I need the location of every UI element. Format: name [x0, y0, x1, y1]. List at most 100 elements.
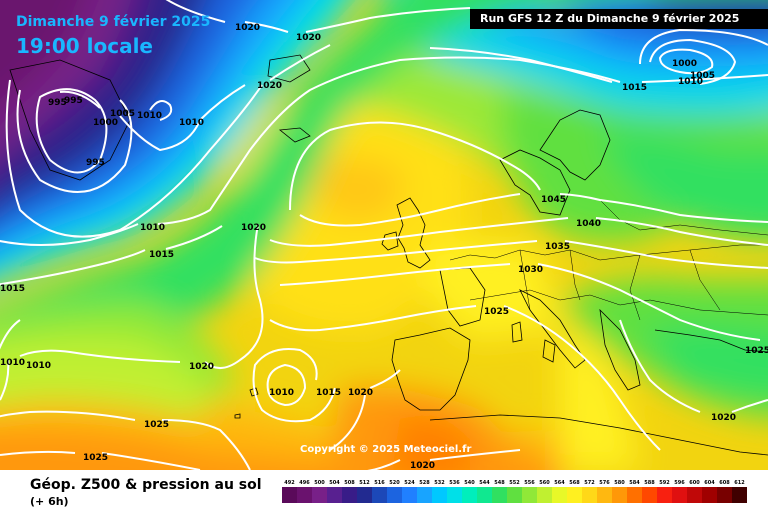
scale-swatch — [612, 487, 627, 503]
scale-swatch — [432, 487, 447, 503]
scale-swatch — [342, 487, 357, 503]
isobar-label: 1015 — [149, 250, 174, 260]
isobar-label: 1020 — [189, 362, 214, 372]
isobar-label: 1010 — [26, 361, 51, 371]
scale-swatch — [552, 487, 567, 503]
scale-swatch — [492, 487, 507, 503]
isobar-label: 1025 — [83, 453, 108, 463]
isobar-label: 995 — [86, 158, 105, 168]
geopotential-color-scale: 492 496 500 504 508 512 516 520 524 528 532 536 540 5… — [282, 480, 747, 503]
scale-label: 492 — [284, 480, 295, 486]
scale-swatch — [462, 487, 477, 503]
isobar-label: 995 — [64, 96, 83, 106]
isobar-label: 1025 — [484, 307, 509, 317]
scale-label: 572 — [584, 480, 595, 486]
scale-swatch — [327, 487, 342, 503]
scale-label: 584 — [629, 480, 640, 486]
scale-label: 544 — [479, 480, 490, 486]
scale-label: 592 — [659, 480, 670, 486]
isobar-label: 1040 — [576, 219, 601, 229]
forecast-date-title: Dimanche 9 février 2025 — [16, 14, 211, 30]
scale-label: 504 — [329, 480, 340, 486]
scale-swatch — [312, 487, 327, 503]
scale-swatches — [282, 487, 747, 503]
isobar-label: 1045 — [541, 195, 566, 205]
isobar-label: 1020 — [296, 33, 321, 43]
scale-swatch — [507, 487, 522, 503]
scale-label: 556 — [524, 480, 535, 486]
isobar-label: 1010 — [269, 388, 294, 398]
scale-swatch — [387, 487, 402, 503]
isobar-label: 1020 — [241, 223, 266, 233]
scale-label: 552 — [509, 480, 520, 486]
scale-label: 532 — [434, 480, 445, 486]
legend-title: Géop. Z500 & pression au sol — [30, 477, 262, 493]
isobar-label: 1015 — [0, 284, 25, 294]
scale-label: 524 — [404, 480, 415, 486]
country-borders — [449, 199, 768, 321]
isobar-label: 1020 — [711, 413, 736, 423]
isobar-label: 1005 — [110, 109, 135, 119]
isobar-label: 995 — [48, 98, 67, 108]
isobar-label: 1020 — [410, 461, 435, 470]
scale-swatch — [297, 487, 312, 503]
scale-swatch — [597, 487, 612, 503]
scale-label: 560 — [539, 480, 550, 486]
scale-label: 512 — [359, 480, 370, 486]
scale-swatch — [672, 487, 687, 503]
isobar-label: 1010 — [678, 77, 703, 87]
scale-swatch — [627, 487, 642, 503]
scale-label: 580 — [614, 480, 625, 486]
scale-swatch — [657, 487, 672, 503]
isobar-label: 1025 — [745, 346, 768, 356]
z500-shading — [0, 0, 768, 470]
scale-swatch — [402, 487, 417, 503]
scale-swatch — [447, 487, 462, 503]
scale-swatch — [702, 487, 717, 503]
isobar-label: 1010 — [137, 111, 162, 121]
scale-label: 608 — [719, 480, 730, 486]
scale-label: 496 — [299, 480, 310, 486]
coastlines — [9, 54, 768, 456]
scale-label: 612 — [734, 480, 745, 486]
scale-label: 540 — [464, 480, 475, 486]
scale-label: 508 — [344, 480, 355, 486]
scale-swatch — [477, 487, 492, 503]
scale-label: 500 — [314, 480, 325, 486]
forecast-time-title: 19:00 locale — [16, 34, 153, 58]
scale-swatch — [732, 487, 747, 503]
scale-label: 576 — [599, 480, 610, 486]
scale-swatch — [522, 487, 537, 503]
isobar-label: 1020 — [257, 81, 282, 91]
scale-label: 596 — [674, 480, 685, 486]
scale-swatch — [567, 487, 582, 503]
scale-swatch — [372, 487, 387, 503]
scale-label: 604 — [704, 480, 715, 486]
copyright-notice: Copyright © 2025 Meteociel.fr — [300, 444, 472, 455]
isobar-label: 1000 — [93, 118, 118, 128]
scale-label: 600 — [689, 480, 700, 486]
isobar-label: 1020 — [348, 388, 373, 398]
scale-label: 528 — [419, 480, 430, 486]
isobar-label: 1020 — [235, 23, 260, 33]
scale-label: 564 — [554, 480, 565, 486]
scale-label: 588 — [644, 480, 655, 486]
scale-swatch — [537, 487, 552, 503]
scale-label: 548 — [494, 480, 505, 486]
isobar-label: 1010 — [0, 358, 25, 368]
scale-swatch — [357, 487, 372, 503]
scale-label: 516 — [374, 480, 385, 486]
scale-swatch — [642, 487, 657, 503]
isobar-label: 1015 — [622, 83, 647, 93]
scale-labels: 492 496 500 504 508 512 516 520 524 528 532 536 540 5… — [284, 480, 745, 486]
isobar-label: 1025 — [144, 420, 169, 430]
legend-subtitle: (+ 6h) — [30, 495, 69, 508]
scale-label: 568 — [569, 480, 580, 486]
isobar-label: 1010 — [179, 118, 204, 128]
scale-swatch — [687, 487, 702, 503]
model-run-banner: Run GFS 12 Z du Dimanche 9 février 2025 — [470, 9, 768, 29]
isobar-label: 1030 — [518, 265, 543, 275]
scale-label: 536 — [449, 480, 460, 486]
